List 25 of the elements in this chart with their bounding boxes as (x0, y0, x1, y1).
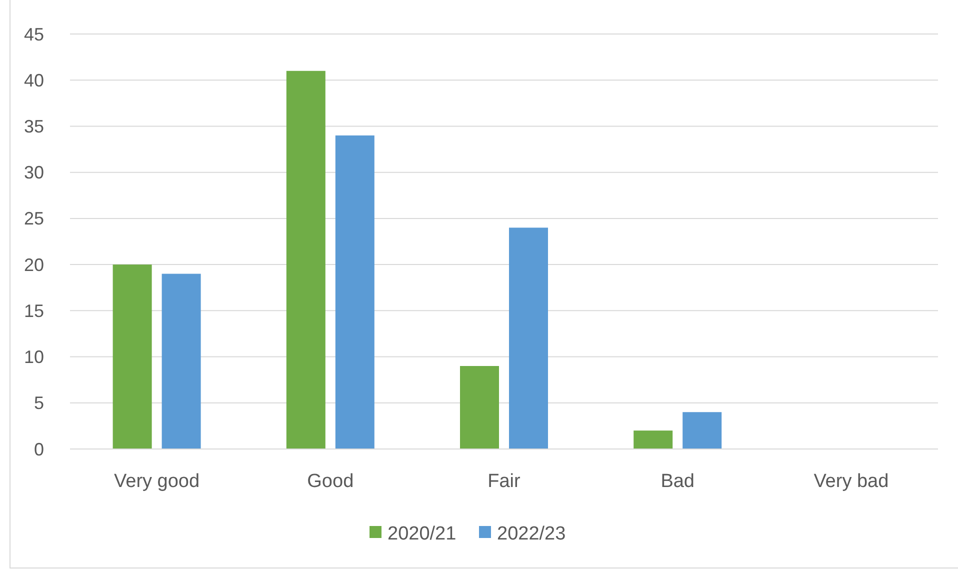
bar (634, 430, 673, 449)
y-tick-label: 25 (24, 208, 44, 229)
y-tick-label: 10 (24, 347, 44, 368)
x-tick-label: Good (307, 471, 354, 492)
y-tick-label: 0 (34, 439, 44, 460)
x-tick-label: Fair (488, 471, 522, 492)
bar (509, 228, 548, 449)
y-tick-label: 5 (34, 393, 44, 414)
legend-label: 2020/21 (388, 524, 456, 545)
y-tick-label: 20 (24, 254, 44, 275)
bar (335, 135, 374, 449)
y-tick-label: 30 (24, 162, 44, 183)
y-tick-label: 15 (24, 300, 44, 321)
bar (682, 412, 722, 449)
x-tick-label: Bad (660, 471, 695, 492)
legend-label: 2022/23 (497, 524, 566, 545)
y-tick-label: 35 (24, 116, 44, 137)
y-tick-label: 40 (24, 70, 44, 90)
bar (162, 274, 201, 449)
x-tick-label: Very bad (814, 471, 889, 492)
bar (286, 70, 326, 449)
bar (460, 366, 499, 449)
bar (112, 264, 152, 449)
y-tick-label: 45 (24, 24, 44, 44)
x-tick-label: Very good (114, 471, 200, 492)
